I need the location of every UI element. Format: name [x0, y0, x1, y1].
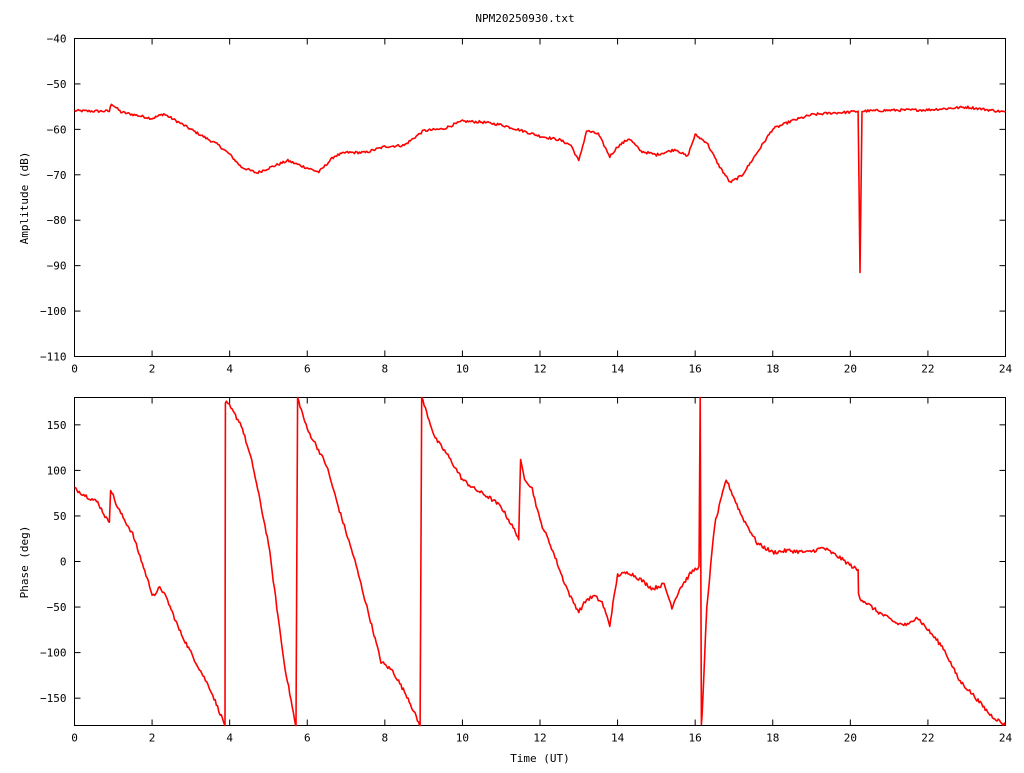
phase-x-tick-label: 8 [382, 732, 389, 745]
amplitude-y-tick-label: −60 [47, 123, 67, 136]
amplitude-x-tick-label: 22 [921, 363, 934, 376]
amplitude-y-tick-label: −80 [47, 214, 67, 227]
phase-x-tick-label: 14 [611, 732, 625, 745]
phase-axis-ticks: 0 2 4 6 8 10 12 14 16 18 20 22 24150100500−50−100−15… [40, 397, 1013, 745]
phase-trace-line [74, 396, 1007, 727]
amplitude-trace-line [73, 103, 1006, 274]
amplitude-y-tick-label: −100 [40, 305, 67, 318]
phase-x-tick-label: 16 [689, 732, 702, 745]
amplitude-series [73, 103, 1006, 274]
phase-y-tick-label: −50 [47, 601, 67, 614]
amplitude-x-tick-label: 6 [304, 363, 311, 376]
amplitude-x-tick-label: 20 [844, 363, 857, 376]
amplitude-x-tick-label: 18 [766, 363, 779, 376]
amplitude-y-tick-label: −90 [47, 260, 67, 273]
amplitude-plot-frame [74, 38, 1006, 357]
amplitude-y-axis-label: Amplitude (dB) [18, 152, 31, 245]
phase-x-tick-label: 24 [999, 732, 1013, 745]
phase-x-tick-label: 18 [766, 732, 779, 745]
amplitude-x-tick-label: 8 [382, 363, 389, 376]
phase-y-tick-label: 150 [47, 419, 67, 432]
amplitude-y-tick-label: −70 [47, 169, 67, 182]
phase-panel: 0 2 4 6 8 10 12 14 16 18 20 22 24150100500−50−100−15… [18, 396, 1013, 765]
amplitude-x-tick-label: 10 [456, 363, 469, 376]
amplitude-x-tick-label: 0 [71, 363, 78, 376]
phase-x-tick-label: 12 [533, 732, 546, 745]
amplitude-x-tick-label: 14 [611, 363, 625, 376]
amplitude-axis-ticks: 0 2 4 6 8 10 12 14 16 18 20 22 24−40−50−60−70−80−90−… [40, 33, 1012, 376]
amplitude-y-tick-label: −110 [40, 351, 67, 364]
phase-y-axis-label: Phase (deg) [18, 526, 31, 599]
amplitude-x-tick-label: 24 [999, 363, 1013, 376]
phase-series [74, 396, 1007, 727]
phase-plot-frame [74, 397, 1006, 726]
amplitude-panel: 0 2 4 6 8 10 12 14 16 18 20 22 24−40−50−60−70−80−90−… [18, 33, 1012, 376]
phase-y-tick-label: −150 [40, 692, 67, 705]
phase-x-tick-label: 4 [226, 732, 233, 745]
phase-y-tick-label: 0 [60, 556, 67, 569]
phase-x-tick-label: 22 [921, 732, 934, 745]
phase-x-tick-label: 10 [456, 732, 469, 745]
phase-x-axis-label: Time (UT) [510, 752, 570, 765]
phase-y-tick-label: 50 [53, 510, 66, 523]
amplitude-x-tick-label: 2 [149, 363, 156, 376]
amplitude-y-tick-label: −50 [47, 78, 67, 91]
amplitude-x-tick-label: 16 [689, 363, 702, 376]
amplitude-x-tick-label: 12 [533, 363, 546, 376]
chart-title: NPM20250930.txt [475, 12, 574, 25]
phase-x-tick-label: 0 [71, 732, 78, 745]
phase-y-tick-label: −100 [40, 647, 67, 660]
amplitude-y-tick-label: −40 [47, 33, 67, 46]
amplitude-x-tick-label: 4 [226, 363, 233, 376]
phase-x-tick-label: 2 [149, 732, 156, 745]
phase-y-tick-label: 100 [47, 464, 67, 477]
phase-x-tick-label: 20 [844, 732, 857, 745]
phase-x-tick-label: 6 [304, 732, 311, 745]
